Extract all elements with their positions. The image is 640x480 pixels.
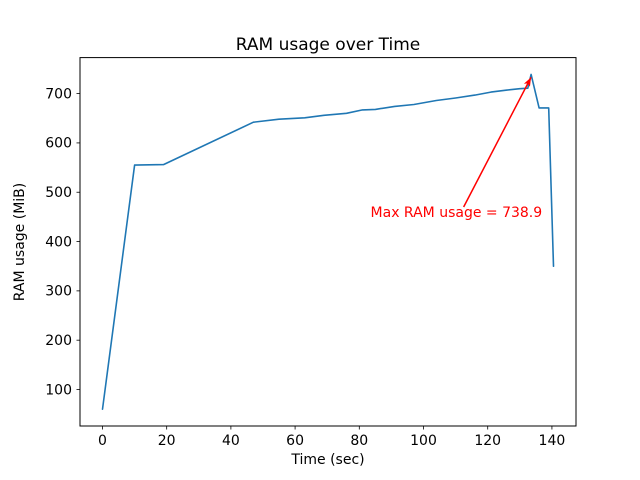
y-tick-label: 700 <box>45 86 72 102</box>
axes-frame <box>79 57 577 427</box>
annotation-text: Max RAM usage = 738.9 <box>371 205 543 221</box>
y-tick-label: 100 <box>45 382 72 398</box>
x-tick-label: 60 <box>286 433 304 449</box>
y-tick-label: 500 <box>45 185 72 201</box>
annotation-arrow <box>462 76 532 208</box>
x-axis-label: Time (sec) <box>290 452 364 468</box>
x-tick-label: 40 <box>222 433 240 449</box>
x-tick-label: 20 <box>158 433 176 449</box>
x-tick-label: 100 <box>410 433 437 449</box>
y-tick-label: 300 <box>45 284 72 300</box>
y-tick-label: 600 <box>45 136 72 152</box>
y-tick-label: 400 <box>45 234 72 250</box>
y-tick-label: 200 <box>45 333 72 349</box>
chart-title: RAM usage over Time <box>236 35 420 55</box>
x-tick-label: 0 <box>98 433 107 449</box>
data-line <box>101 73 555 411</box>
x-tick-label: 140 <box>539 433 566 449</box>
x-tick-label: 120 <box>474 433 501 449</box>
y-axis-label: RAM usage (MiB) <box>12 183 28 301</box>
x-tick-label: 80 <box>350 433 368 449</box>
